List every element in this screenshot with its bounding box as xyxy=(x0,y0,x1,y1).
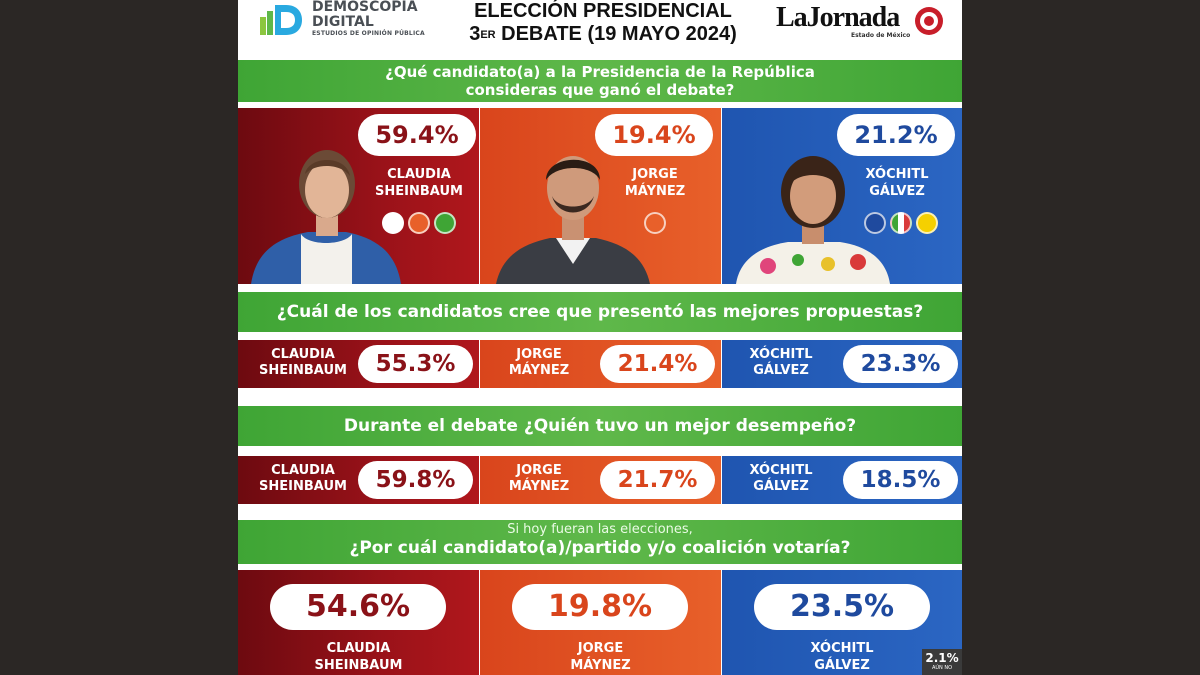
title-rest: DEBATE (19 MAYO 2024) xyxy=(495,23,737,45)
brand-sub: ESTUDIOS DE OPINIÓN PÚBLICA xyxy=(312,30,425,37)
q3-row-galvez: XÓCHITL GÁLVEZ 18.5% xyxy=(722,456,962,504)
title-line2: 3ER DEBATE (19 MAYO 2024) xyxy=(448,23,758,46)
q4-card-galvez: 23.5% XÓCHITL GÁLVEZ 2.1% AÚN NO xyxy=(722,570,962,675)
q3-pct-galvez: 18.5% xyxy=(843,461,958,499)
q1-pct-sheinbaum: 59.4% xyxy=(358,114,476,156)
q4-name-maynez: JORGE MÁYNEZ xyxy=(480,640,721,674)
q1-card-maynez: 19.4% JORGE MÁYNEZ xyxy=(480,108,721,284)
publisher-logo: LaJornada Estado de México xyxy=(776,2,946,42)
first-name: JORGE xyxy=(516,463,562,478)
party-pt-icon xyxy=(408,212,430,234)
undecided-label: AÚN NO xyxy=(931,665,953,671)
title-sup: ER xyxy=(480,29,496,41)
q1-card-galvez: 21.2% XÓCHITL GÁLVEZ xyxy=(722,108,962,284)
question-1-line2: consideras que ganó el debate? xyxy=(465,81,735,99)
q3-pct-maynez: 21.7% xyxy=(600,461,715,499)
last-name: MÁYNEZ xyxy=(570,658,631,673)
first-name: CLAUDIA xyxy=(271,463,335,478)
question-4-bar: Si hoy fueran las elecciones, ¿Por cuál … xyxy=(238,520,962,564)
party-pan-icon xyxy=(864,212,886,234)
q3-name-galvez: XÓCHITL GÁLVEZ xyxy=(722,463,840,495)
publisher-seal-icon xyxy=(915,7,943,35)
header: DEMOSCOPIA DIGITAL ESTUDIOS DE OPINIÓN P… xyxy=(238,0,962,58)
first-name: XÓCHITL xyxy=(749,463,813,478)
q2-pct-maynez: 21.4% xyxy=(600,345,715,383)
q2-name-sheinbaum: CLAUDIA SHEINBAUM xyxy=(248,347,358,379)
party-mc-icon xyxy=(644,212,666,234)
undecided-pct: 2.1% xyxy=(925,651,959,665)
q4-pct-galvez: 23.5% xyxy=(754,584,930,630)
q2-row-sheinbaum: CLAUDIA SHEINBAUM 55.3% xyxy=(238,340,479,388)
q4-card-maynez: 19.8% JORGE MÁYNEZ xyxy=(480,570,721,675)
last-name: GÁLVEZ xyxy=(869,184,925,199)
first-name: JORGE xyxy=(577,641,624,656)
q1-name-maynez: JORGE MÁYNEZ xyxy=(596,166,714,200)
brand-line2: DIGITAL xyxy=(312,14,374,30)
q1-pct-maynez: 19.4% xyxy=(595,114,713,156)
party-morena-icon xyxy=(382,212,404,234)
q2-name-maynez: JORGE MÁYNEZ xyxy=(480,347,598,379)
title-num: 3 xyxy=(469,23,481,45)
party-prd-icon xyxy=(916,212,938,234)
question-3-bar: Durante el debate ¿Quién tuvo un mejor d… xyxy=(238,406,962,446)
last-name: SHEINBAUM xyxy=(259,479,347,494)
demoscopia-logo-icon xyxy=(260,5,302,35)
q1-pct-galvez: 21.2% xyxy=(837,114,955,156)
question-4-text: ¿Por cuál candidato(a)/partido y/o coali… xyxy=(349,538,851,558)
page-title: ELECCIÓN PRESIDENCIAL 3ER DEBATE (19 MAY… xyxy=(448,0,758,46)
publisher-sub: Estado de México xyxy=(851,32,911,39)
candidate-portrait-sheinbaum xyxy=(251,150,401,284)
first-name: XÓCHITL xyxy=(749,347,813,362)
q3-pct-sheinbaum: 59.8% xyxy=(358,461,473,499)
first-name: CLAUDIA xyxy=(326,641,391,656)
first-name: JORGE xyxy=(632,167,678,182)
last-name: MÁYNEZ xyxy=(508,363,570,378)
q4-name-galvez: XÓCHITL GÁLVEZ xyxy=(722,640,962,674)
last-name: SHEINBAUM xyxy=(375,184,463,199)
first-name: XÓCHITL xyxy=(810,641,874,656)
q1-name-galvez: XÓCHITL GÁLVEZ xyxy=(838,166,956,200)
q2-name-galvez: XÓCHITL GÁLVEZ xyxy=(722,347,840,379)
q4-pct-sheinbaum: 54.6% xyxy=(270,584,446,630)
q3-name-maynez: JORGE MÁYNEZ xyxy=(480,463,598,495)
q2-pct-sheinbaum: 55.3% xyxy=(358,345,473,383)
last-name: SHEINBAUM xyxy=(259,363,347,378)
party-pri-icon xyxy=(890,212,912,234)
q3-row-sheinbaum: CLAUDIA SHEINBAUM 59.8% xyxy=(238,456,479,504)
first-name: CLAUDIA xyxy=(271,347,335,362)
brand-line1: DEMOSCOPIA xyxy=(312,0,418,15)
first-name: CLAUDIA xyxy=(387,167,451,182)
last-name: GÁLVEZ xyxy=(814,658,870,673)
q4-card-sheinbaum: 54.6% CLAUDIA SHEINBAUM xyxy=(238,570,479,675)
q2-pct-galvez: 23.3% xyxy=(843,345,958,383)
q3-name-sheinbaum: CLAUDIA SHEINBAUM xyxy=(248,463,358,495)
last-name: MÁYNEZ xyxy=(624,184,686,199)
q4-name-sheinbaum: CLAUDIA SHEINBAUM xyxy=(238,640,479,674)
last-name: SHEINBAUM xyxy=(314,658,403,673)
question-4-pre: Si hoy fueran las elecciones, xyxy=(507,522,693,537)
first-name: JORGE xyxy=(516,347,562,362)
q2-row-galvez: XÓCHITL GÁLVEZ 23.3% xyxy=(722,340,962,388)
publisher-name: LaJornada xyxy=(776,2,900,33)
candidate-portrait-galvez xyxy=(736,156,890,284)
brand: DEMOSCOPIA DIGITAL ESTUDIOS DE OPINIÓN P… xyxy=(312,0,425,38)
q3-row-maynez: JORGE MÁYNEZ 21.7% xyxy=(480,456,721,504)
last-name: GÁLVEZ xyxy=(753,363,809,378)
question-1-bar: ¿Qué candidato(a) a la Presidencia de la… xyxy=(238,60,962,102)
party-verde-icon xyxy=(434,212,456,234)
infographic: DEMOSCOPIA DIGITAL ESTUDIOS DE OPINIÓN P… xyxy=(238,0,962,675)
q1-name-sheinbaum: CLAUDIA SHEINBAUM xyxy=(360,166,478,200)
q2-row-maynez: JORGE MÁYNEZ 21.4% xyxy=(480,340,721,388)
q4-pct-maynez: 19.8% xyxy=(512,584,688,630)
candidate-portrait-maynez xyxy=(496,156,650,284)
undecided-badge: 2.1% AÚN NO xyxy=(922,649,962,675)
question-2-bar: ¿Cuál de los candidatos cree que present… xyxy=(238,292,962,332)
question-1-line1: ¿Qué candidato(a) a la Presidencia de la… xyxy=(385,63,815,81)
last-name: MÁYNEZ xyxy=(508,479,570,494)
first-name: XÓCHITL xyxy=(865,167,929,182)
title-line1: ELECCIÓN PRESIDENCIAL xyxy=(474,0,732,22)
last-name: GÁLVEZ xyxy=(753,479,809,494)
q1-card-sheinbaum: 59.4% CLAUDIA SHEINBAUM xyxy=(238,108,479,284)
